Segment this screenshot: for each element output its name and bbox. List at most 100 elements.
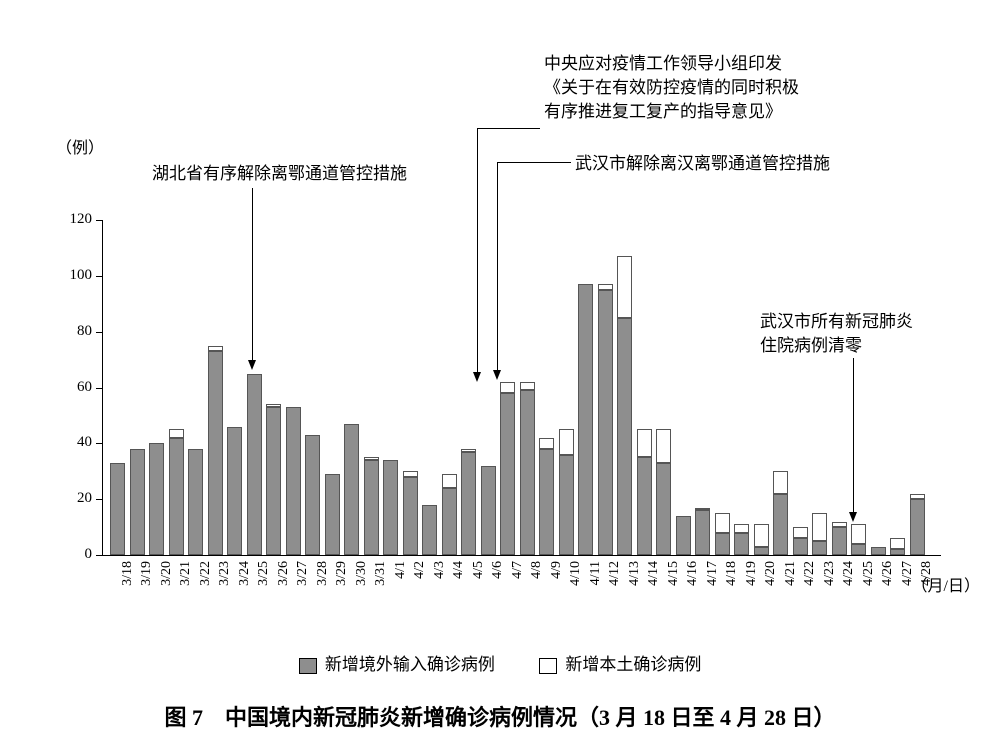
bar-local (637, 429, 652, 457)
bar-local (715, 513, 730, 533)
x-tick-label: 4/12 (607, 561, 623, 601)
bar-local (461, 449, 476, 452)
chart-caption: 图 7 中国境内新冠肺炎新增确诊病例情况（3 月 18 日至 4 月 28 日） (20, 700, 980, 732)
y-tick (96, 443, 102, 444)
bar-imported (910, 499, 925, 555)
bar-local (500, 382, 515, 393)
bar-local (812, 513, 827, 541)
x-tick-label: 4/21 (783, 561, 799, 601)
x-tick-label: 3/30 (354, 561, 370, 601)
x-tick-label: 3/21 (178, 561, 194, 601)
x-tick-label: 4/9 (549, 561, 565, 601)
bar-imported (500, 393, 515, 555)
y-tick-label: 100 (62, 267, 92, 284)
y-tick (96, 220, 102, 221)
bar-imported (656, 463, 671, 555)
bar-imported (715, 533, 730, 555)
bar-imported (325, 474, 340, 555)
bar-imported (832, 527, 847, 555)
bar-imported (247, 374, 262, 555)
annotation-arrowhead (473, 372, 481, 382)
legend-label: 新增境外输入确诊病例 (325, 655, 495, 674)
bar-imported (695, 510, 710, 555)
x-tick-label: 4/24 (841, 561, 857, 601)
bar-imported (559, 455, 574, 556)
bar-imported (617, 318, 632, 555)
y-tick-label: 80 (62, 323, 92, 340)
chart-annotation: 中央应对疫情工作领导小组印发《关于在有效防控疫情的同时积极有序推进复工复产的指导… (544, 52, 799, 123)
x-tick-label: 4/25 (861, 561, 877, 601)
x-tick-label: 4/19 (744, 561, 760, 601)
bar-imported (169, 438, 184, 555)
bar-local (208, 346, 223, 352)
annotation-arrow (853, 358, 854, 514)
y-tick (96, 499, 102, 500)
bar-imported (305, 435, 320, 555)
x-tick-label: 3/31 (373, 561, 389, 601)
legend-label: 新增本土确诊病例 (565, 655, 701, 674)
x-tick-label: 3/27 (295, 561, 311, 601)
x-tick-label: 3/28 (315, 561, 331, 601)
x-tick-label: 3/20 (159, 561, 175, 601)
y-tick-label: 120 (62, 211, 92, 228)
bar-local (656, 429, 671, 463)
bar-imported (890, 549, 905, 555)
covid-cases-chart: （例） （月/日） 0204060801001203/183/193/203/2… (20, 20, 980, 640)
y-tick-label: 20 (62, 490, 92, 507)
bar-imported (754, 547, 769, 555)
x-tick-label: 4/14 (646, 561, 662, 601)
bar-local (734, 524, 749, 532)
annotation-connector (497, 162, 571, 163)
x-tick-label: 4/23 (822, 561, 838, 601)
bar-local (598, 284, 613, 290)
bar-local (832, 522, 847, 528)
chart-annotation: 武汉市所有新冠肺炎住院病例清零 (760, 310, 913, 358)
x-tick-label: 4/8 (529, 561, 545, 601)
bar-imported (793, 538, 808, 555)
chart-legend: 新增境外输入确诊病例 新增本土确诊病例 (20, 650, 980, 675)
annotation-arrowhead (849, 512, 857, 522)
bar-local (539, 438, 554, 449)
bar-imported (676, 516, 691, 555)
y-axis-label: （例） (56, 134, 104, 158)
bar-local (851, 524, 866, 544)
x-tick-label: 4/3 (432, 561, 448, 601)
x-tick-label: 4/26 (880, 561, 896, 601)
annotation-arrow (497, 162, 498, 372)
bar-imported (812, 541, 827, 555)
bar-imported (481, 466, 496, 555)
bar-imported (461, 452, 476, 555)
y-tick (96, 276, 102, 277)
y-tick-label: 60 (62, 379, 92, 396)
annotation-arrowhead (493, 370, 501, 380)
bar-local (910, 494, 925, 500)
bar-local (266, 404, 281, 407)
x-tick-label: 3/22 (198, 561, 214, 601)
x-tick-label: 4/11 (588, 561, 604, 601)
x-tick-label: 4/16 (685, 561, 701, 601)
x-tick-label: 4/22 (802, 561, 818, 601)
bar-local (169, 429, 184, 437)
x-tick-label: 4/28 (919, 561, 935, 601)
annotation-arrow (252, 188, 253, 362)
x-tick-label: 4/1 (393, 561, 409, 601)
bar-imported (208, 351, 223, 555)
bar-imported (539, 449, 554, 555)
x-tick-label: 3/24 (237, 561, 253, 601)
x-tick-label: 4/13 (627, 561, 643, 601)
x-tick-label: 3/26 (276, 561, 292, 601)
x-tick-label: 3/29 (334, 561, 350, 601)
bar-imported (110, 463, 125, 555)
bar-imported (422, 505, 437, 555)
y-tick (96, 332, 102, 333)
chart-annotation: 湖北省有序解除离鄂通道管控措施 (152, 162, 407, 186)
bar-imported (383, 460, 398, 555)
legend-item-local: 新增本土确诊病例 (539, 650, 701, 675)
x-tick-label: 4/5 (471, 561, 487, 601)
bar-imported (344, 424, 359, 555)
x-tick-label: 4/15 (666, 561, 682, 601)
bar-imported (130, 449, 145, 555)
x-tick-label: 4/2 (412, 561, 428, 601)
bar-imported (734, 533, 749, 555)
x-tick-label: 4/20 (763, 561, 779, 601)
